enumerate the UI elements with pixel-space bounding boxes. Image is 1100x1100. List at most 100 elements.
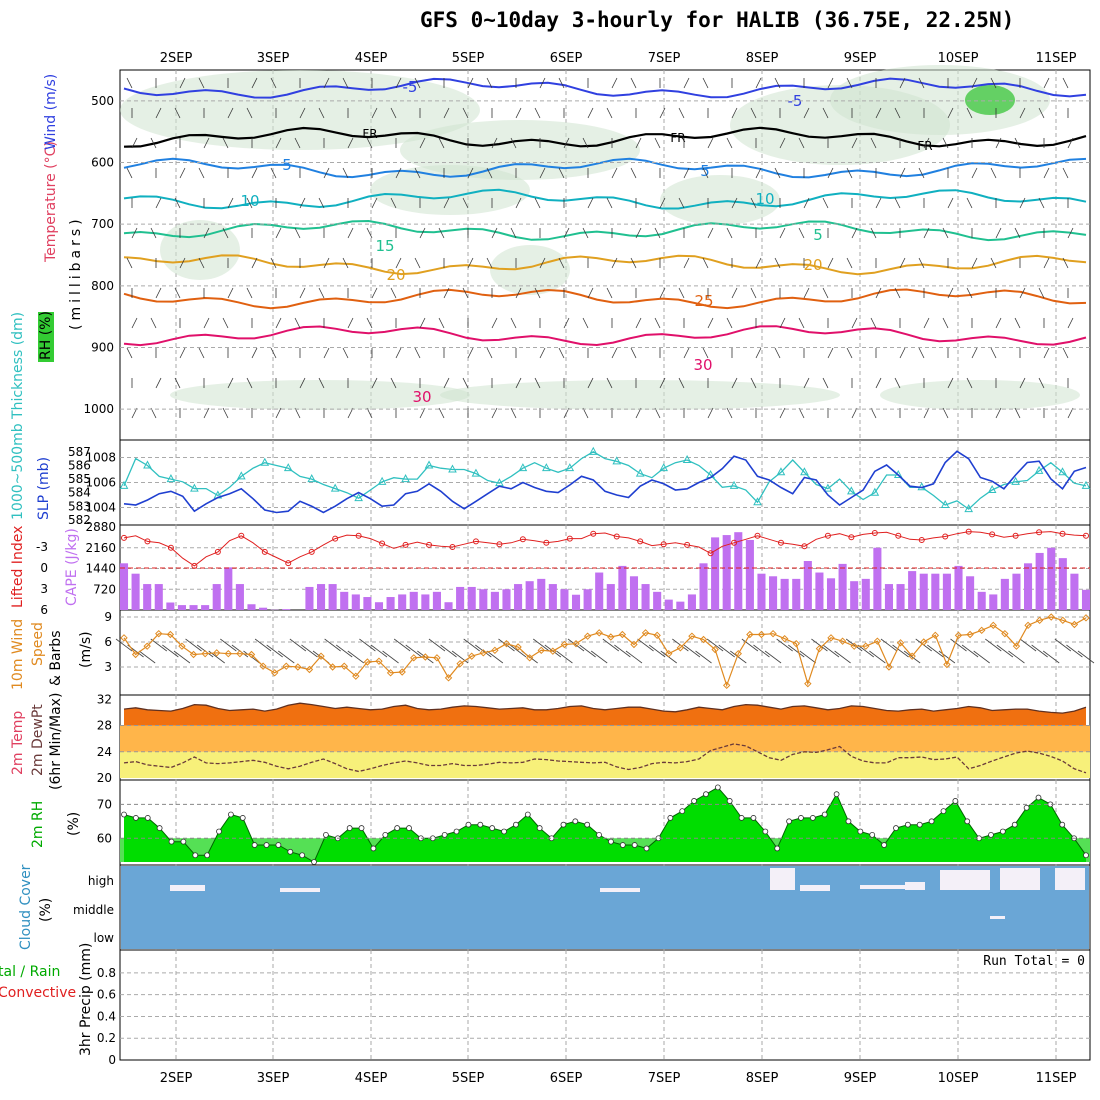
- wind10-point-2: [143, 642, 151, 650]
- wind10-barb-45: [637, 638, 654, 652]
- wind-barb: [851, 317, 858, 329]
- wind-barb: [707, 137, 714, 149]
- thickness-tick-0: 587: [68, 445, 91, 459]
- isotherm-label-12: 20: [803, 256, 822, 274]
- thickness-point: [143, 460, 152, 469]
- wind-barb: [630, 167, 637, 179]
- wind-barb: [606, 377, 613, 389]
- dewpt-line: [123, 743, 1087, 774]
- wind-barb: [179, 347, 186, 359]
- wind-barb: [251, 167, 258, 179]
- li-point: [379, 540, 386, 547]
- wind-barb: [1062, 257, 1069, 269]
- wind10-point-21: [363, 658, 372, 666]
- wind-barb: [390, 197, 397, 209]
- cloud-patch-9: [1000, 868, 1040, 890]
- rh2m-point-73: [988, 831, 994, 838]
- cape-bar-65: [873, 547, 882, 610]
- li-point: [895, 532, 902, 539]
- thickness-point: [518, 463, 528, 472]
- rh2m-point-43: [631, 842, 638, 848]
- wind-barb: [1014, 407, 1021, 419]
- wind-barb: [222, 317, 229, 329]
- wind10m-panel: [119, 609, 1091, 696]
- wind-barb: [822, 377, 829, 389]
- wind-barb: [870, 227, 877, 239]
- wind10-point-37: [549, 647, 557, 655]
- wind-barb: [294, 137, 301, 149]
- rh2m-tick-0: 70: [97, 797, 112, 811]
- wind-barb: [635, 137, 642, 149]
- li-point: [777, 539, 784, 546]
- wind-barb: [803, 287, 810, 299]
- wind-barb: [894, 377, 901, 389]
- wind-barb: [318, 287, 325, 299]
- wind10-barb-81: [1054, 638, 1072, 652]
- cape-bar-47: [664, 599, 673, 610]
- wind10-point-3: [155, 629, 163, 638]
- cape-bar-61: [826, 578, 836, 610]
- wind-barb: [515, 287, 522, 299]
- wind-barb: [534, 377, 541, 389]
- wind-barb: [275, 317, 282, 329]
- cape-bar-27: [432, 591, 441, 610]
- wind10-barb-49: [683, 644, 701, 658]
- wind-barb: [779, 227, 786, 239]
- wind10-point-7: [201, 649, 209, 658]
- wind-barb: [851, 137, 858, 149]
- wind-barb: [510, 317, 517, 329]
- wind-barb: [611, 77, 618, 89]
- wind-barb: [635, 317, 642, 329]
- li-tick-3: 6: [40, 603, 48, 617]
- wind-barb: [563, 137, 570, 149]
- cape-bar-76: [1000, 578, 1009, 610]
- li-point: [449, 544, 456, 550]
- cape-bar-55: [757, 573, 766, 610]
- cape-bar-4: [166, 602, 175, 610]
- wind10-point-57: [780, 634, 789, 643]
- wind10-barb-14: [278, 650, 295, 664]
- wind-barb: [755, 77, 762, 89]
- wind10-point-66: [885, 663, 893, 671]
- wind-barb: [342, 347, 349, 359]
- cape-bar-24: [398, 594, 407, 610]
- wind-barb: [750, 107, 757, 119]
- rh2m-point-27: [441, 831, 448, 838]
- wind10-point-61: [827, 634, 835, 642]
- wind-barb: [275, 137, 282, 149]
- rh2m-point-17: [323, 831, 329, 838]
- cape-bar-71: [942, 573, 951, 610]
- wind-barb: [539, 77, 546, 89]
- rh2m-point-56: [786, 818, 792, 825]
- wind-barb: [419, 227, 426, 239]
- wind10-barb-76: [996, 644, 1014, 658]
- wind10-point-39: [572, 639, 580, 648]
- wind10-point-56: [769, 629, 777, 638]
- cape-bar-41: [595, 572, 604, 610]
- cape-bar-64: [861, 578, 870, 610]
- temp2m-label-b: 2m DewPt: [30, 704, 46, 776]
- rh2m-point-32: [501, 828, 507, 835]
- wind-barb: [299, 377, 306, 389]
- cape-bar-2: [143, 584, 152, 610]
- wind-barb: [966, 107, 973, 119]
- wind-barb: [702, 77, 709, 89]
- li-point: [731, 539, 738, 546]
- cape-bar-45: [641, 584, 650, 610]
- precip-tick-3: 0.2: [97, 1031, 116, 1045]
- upper-axis-label-rh: RH (%): [38, 311, 54, 362]
- cape-bar-16: [305, 586, 314, 610]
- wind-barb: [371, 287, 378, 299]
- wind-barb: [294, 317, 301, 329]
- wind-barb: [726, 137, 733, 149]
- wind-barb: [347, 137, 354, 149]
- isotherm-label-7: 10: [240, 192, 259, 210]
- wind10-barb-67: [892, 644, 909, 658]
- wind-barb: [155, 197, 162, 209]
- cape-bar-30: [467, 586, 476, 610]
- wind-barb: [390, 287, 397, 299]
- cloud-patch-6: [905, 882, 925, 890]
- wind10-barb-3: [150, 638, 168, 652]
- wind10-barb-40: [579, 644, 596, 658]
